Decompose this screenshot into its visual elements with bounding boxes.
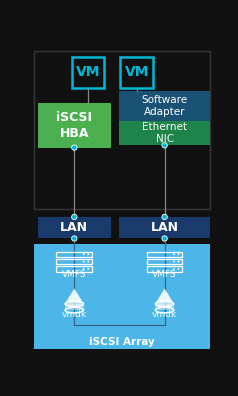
Text: LAN: LAN: [60, 221, 88, 234]
Bar: [56, 251, 92, 257]
Text: VMFS: VMFS: [152, 270, 177, 279]
Circle shape: [162, 214, 167, 220]
Bar: [119, 91, 210, 121]
Bar: [34, 244, 210, 348]
Bar: [147, 251, 182, 257]
Circle shape: [83, 253, 84, 255]
Bar: [120, 57, 153, 88]
Text: VM: VM: [76, 65, 100, 79]
Bar: [72, 57, 104, 88]
Bar: [155, 304, 174, 310]
Bar: [119, 217, 210, 238]
Circle shape: [162, 143, 167, 148]
Circle shape: [83, 268, 84, 270]
Ellipse shape: [65, 301, 84, 307]
Circle shape: [72, 214, 77, 220]
Text: iSCSI
HBA: iSCSI HBA: [56, 111, 92, 140]
Text: LAN: LAN: [151, 221, 178, 234]
Bar: [38, 217, 111, 238]
Circle shape: [178, 253, 179, 255]
Circle shape: [72, 236, 77, 241]
Text: iSCSI Array: iSCSI Array: [89, 337, 155, 347]
Text: Ethernet
NIC: Ethernet NIC: [142, 122, 187, 144]
Text: vmdk: vmdk: [62, 310, 87, 319]
Text: vmdk: vmdk: [152, 310, 177, 319]
Bar: [119, 121, 210, 145]
Circle shape: [87, 268, 89, 270]
Circle shape: [162, 236, 167, 241]
Circle shape: [83, 261, 84, 263]
Circle shape: [178, 261, 179, 263]
Circle shape: [72, 145, 77, 150]
Bar: [65, 304, 84, 310]
Bar: [56, 259, 92, 264]
Bar: [56, 266, 92, 272]
Circle shape: [87, 261, 89, 263]
Text: VM: VM: [124, 65, 149, 79]
Bar: [34, 51, 210, 209]
Bar: [147, 266, 182, 272]
Circle shape: [173, 261, 175, 263]
Circle shape: [173, 253, 175, 255]
Circle shape: [173, 268, 175, 270]
Polygon shape: [156, 289, 173, 303]
Polygon shape: [66, 289, 83, 303]
Text: VMFS: VMFS: [62, 270, 87, 279]
Circle shape: [178, 268, 179, 270]
Ellipse shape: [155, 301, 174, 307]
Text: Software
Adapter: Software Adapter: [142, 95, 188, 117]
Circle shape: [87, 253, 89, 255]
Bar: [147, 259, 182, 264]
Bar: [38, 103, 111, 148]
Bar: [34, 51, 210, 209]
